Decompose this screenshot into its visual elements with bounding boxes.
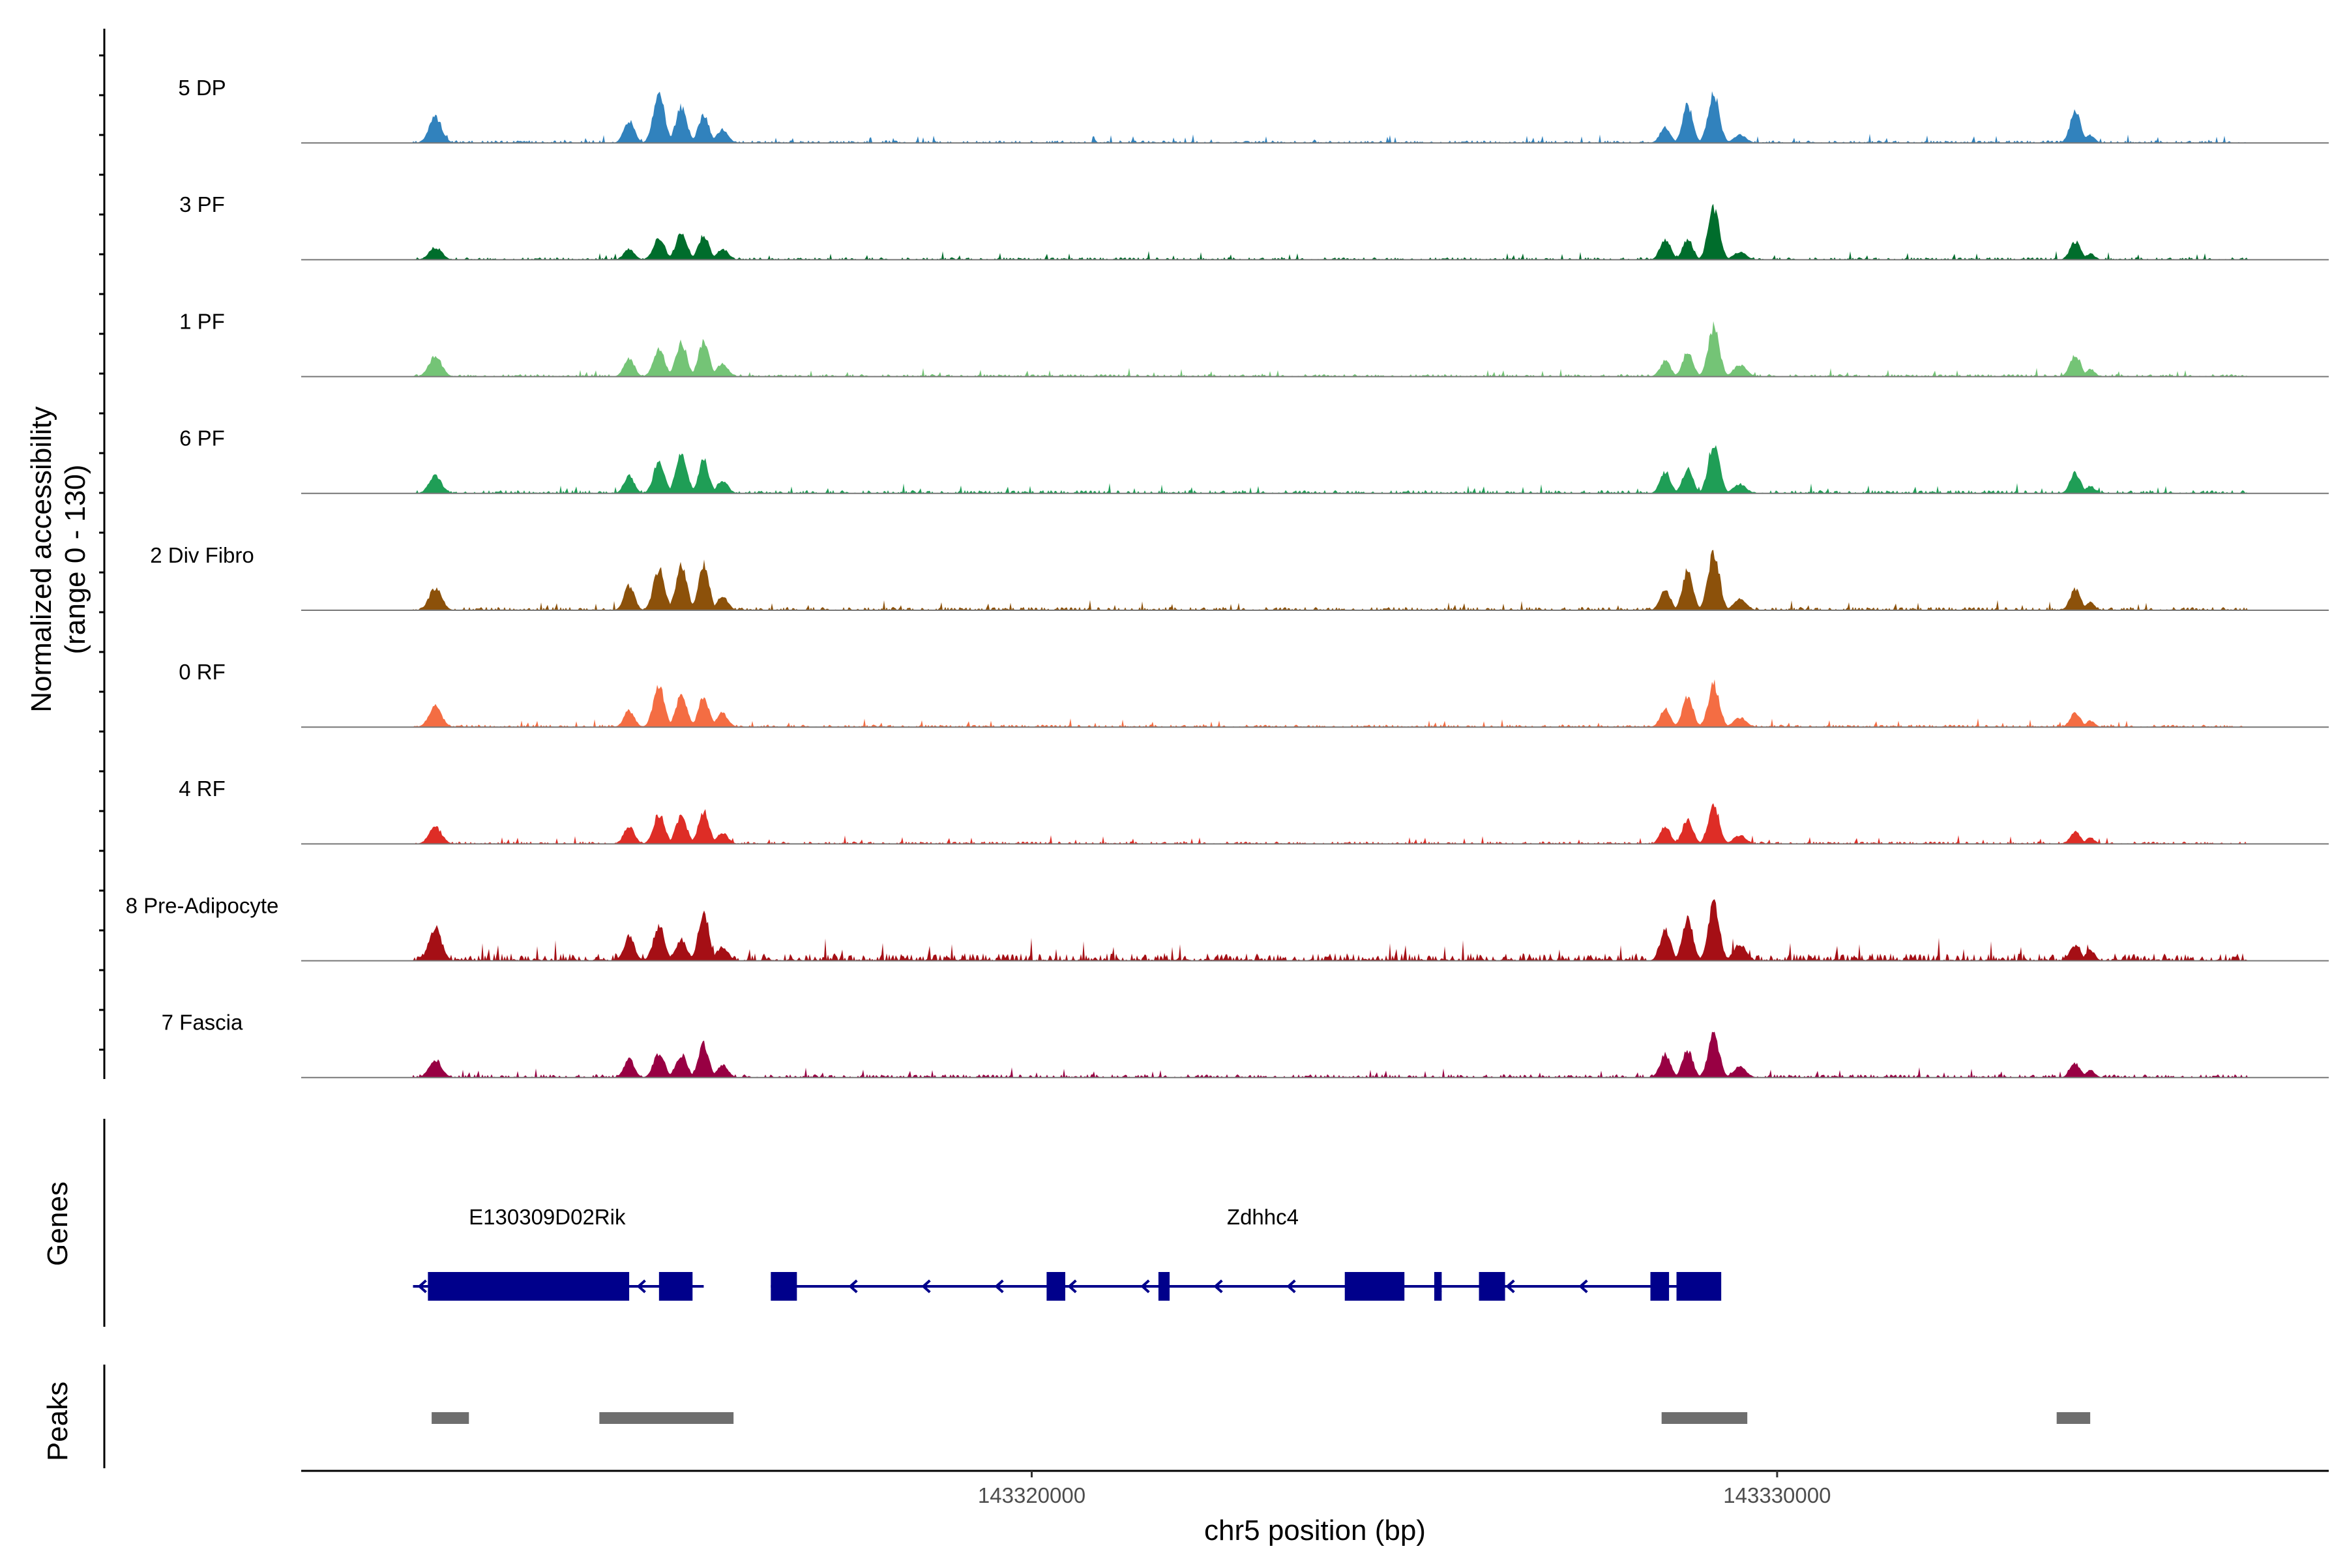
coverage-area-4 — [301, 550, 2329, 610]
strand-arrow-icon — [994, 1279, 1004, 1294]
coverage-area-7 — [301, 899, 2329, 961]
strand-arrow-icon — [921, 1279, 931, 1294]
peak-1 — [599, 1412, 734, 1424]
strand-arrow-icon — [1067, 1279, 1077, 1294]
strand-arrow-icon — [1505, 1279, 1515, 1294]
peak-0 — [432, 1412, 469, 1424]
coverage-area-3 — [301, 445, 2329, 494]
gene-label-0: E130309D02Rik — [469, 1205, 626, 1229]
coverage-area-5 — [301, 679, 2329, 728]
coverage-y-axis — [99, 29, 106, 1079]
gene-label-1: Zdhhc4 — [1227, 1205, 1299, 1229]
x-axis: 143320000 143330000 — [301, 1470, 2329, 1507]
exon-0-0 — [428, 1272, 630, 1301]
track-label-0: 5 DP — [178, 76, 226, 100]
x-tick-label-1: 143330000 — [1723, 1483, 1831, 1507]
genes-panel-title: Genes — [42, 1181, 74, 1266]
coverage-area-6 — [301, 803, 2329, 844]
strand-arrow-icon — [1578, 1279, 1588, 1294]
track-label-5: 0 RF — [179, 660, 226, 684]
strand-arrow-icon — [848, 1279, 858, 1294]
strand-arrow-icon — [417, 1279, 427, 1294]
exon-0-1 — [658, 1272, 693, 1301]
coverage-area-1 — [301, 203, 2329, 260]
peak-3 — [2056, 1412, 2091, 1424]
exon-1-6 — [1650, 1272, 1670, 1301]
track-label-6: 4 RF — [179, 777, 226, 801]
peak-2 — [1661, 1412, 1748, 1424]
track-label-2: 1 PF — [179, 309, 225, 333]
strand-arrow-icon — [1140, 1279, 1150, 1294]
track-label-3: 6 PF — [179, 426, 225, 451]
coverage-area-8 — [301, 1031, 2329, 1078]
exon-1-3 — [1344, 1272, 1405, 1301]
exon-1-1 — [1046, 1272, 1065, 1301]
track-label-8: 7 Fascia — [162, 1011, 243, 1035]
y-axis-title: Normalized accessibility — [25, 406, 57, 712]
track-label-7: 8 Pre-Adipocyte — [126, 893, 279, 917]
x-axis-title: chr5 position (bp) — [1204, 1515, 1426, 1546]
coverage-area-0 — [301, 91, 2329, 143]
y-axis-range: (range 0 - 130) — [59, 464, 91, 654]
peaks-panel-title: Peaks — [42, 1382, 74, 1461]
track-label-1: 3 PF — [179, 192, 225, 216]
genes-panel: E130309D02Rik Zdhhc4 — [103, 1119, 1722, 1327]
exon-1-2 — [1158, 1272, 1170, 1301]
strand-arrow-icon — [636, 1279, 646, 1294]
exon-1-7 — [1676, 1272, 1722, 1301]
exon-1-0 — [771, 1272, 797, 1301]
coverage-area-2 — [301, 321, 2329, 377]
strand-arrow-icon — [1286, 1279, 1296, 1294]
peaks-panel — [103, 1365, 2091, 1468]
x-tick-label-0: 143320000 — [978, 1483, 1085, 1507]
coverage-tracks: 5 DP 3 PF 1 PF 6 PF 2 Div Fibro 0 RF 4 RF 8 Pre… — [126, 76, 2329, 1078]
exon-1-4 — [1434, 1272, 1442, 1301]
exon-1-5 — [1479, 1272, 1505, 1301]
strand-arrow-icon — [1213, 1279, 1223, 1294]
track-label-4: 2 Div Fibro — [150, 543, 254, 567]
